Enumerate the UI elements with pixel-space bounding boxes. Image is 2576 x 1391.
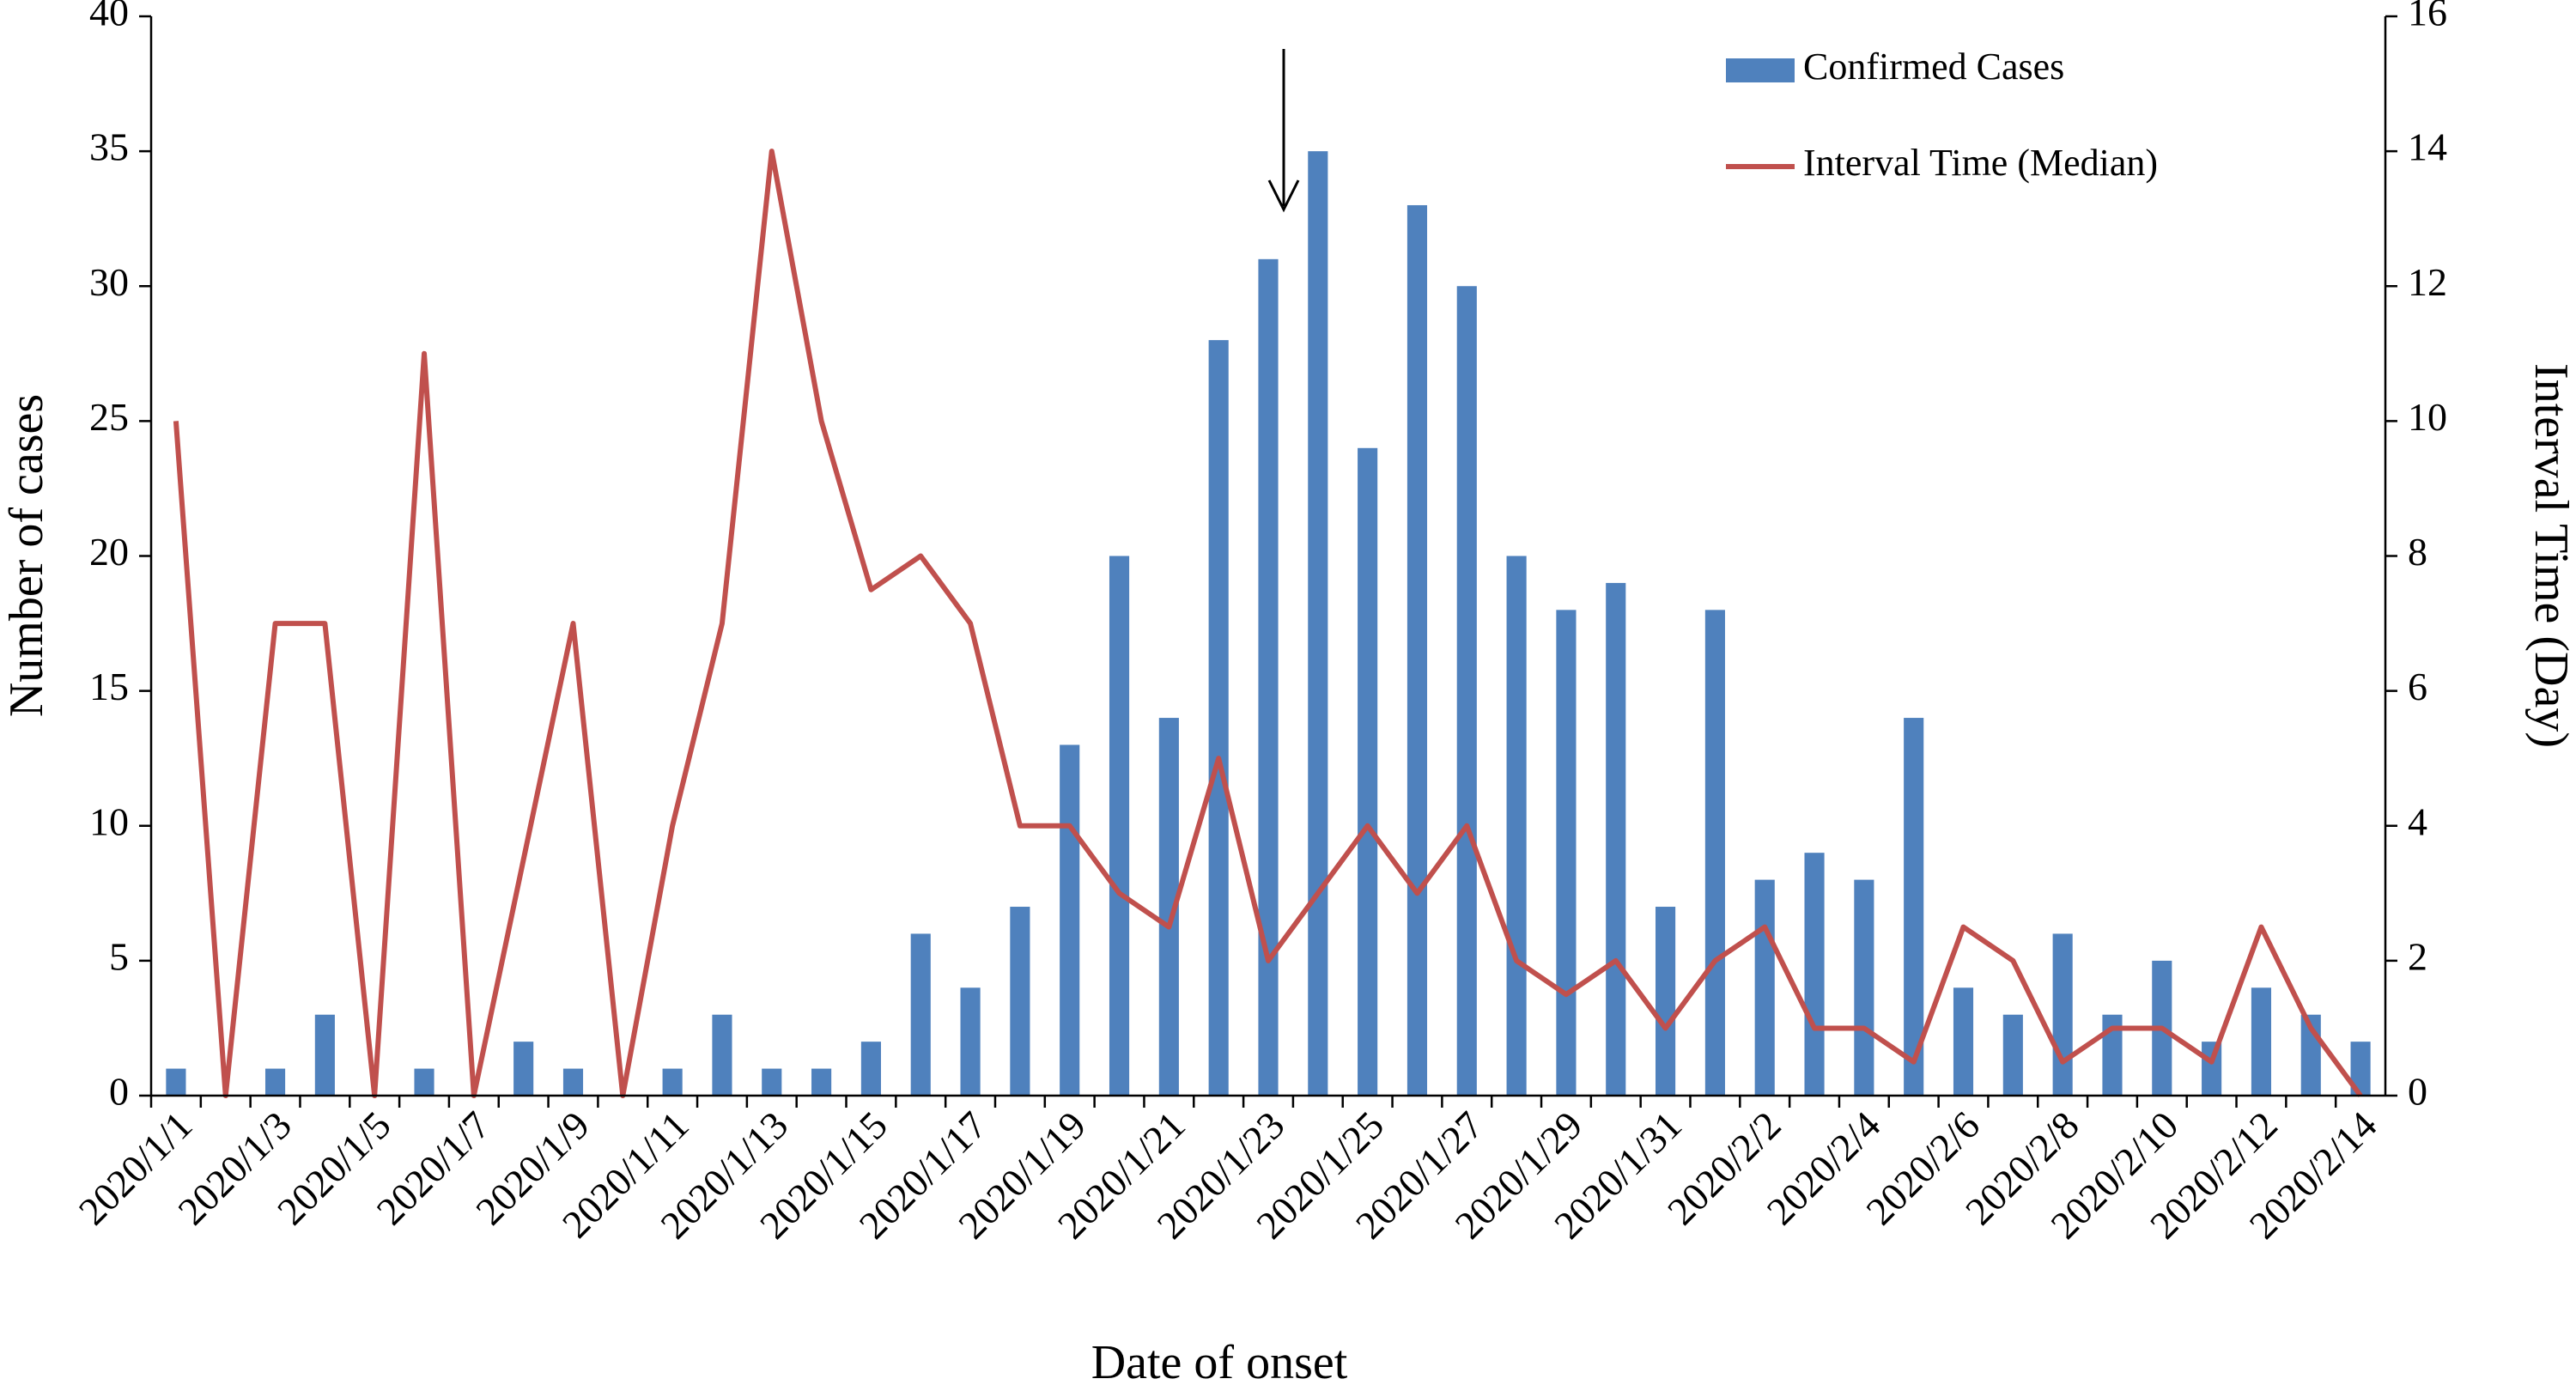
bar — [1158, 718, 1179, 1096]
y-tick-label: 5 — [109, 934, 129, 978]
annotation-arrow — [1267, 49, 1300, 213]
bar — [1804, 853, 1825, 1096]
bar — [1656, 907, 1676, 1096]
y-tick-label: 20 — [89, 530, 129, 574]
bar — [1704, 610, 1725, 1096]
bar — [960, 987, 981, 1096]
bar — [712, 1014, 732, 1096]
bar — [1060, 744, 1080, 1096]
bar — [1953, 987, 1974, 1096]
bar — [314, 1014, 335, 1096]
x-axis-title: Date of onset — [1091, 1336, 1348, 1389]
y2-axis-title: Interval Time (Day) — [2524, 363, 2576, 748]
bar — [513, 1042, 534, 1096]
y-tick-label: 25 — [89, 395, 129, 439]
y2-tick-label: 6 — [2408, 665, 2427, 708]
y-tick-label: 0 — [109, 1070, 129, 1114]
bar — [1208, 340, 1229, 1096]
bar — [2102, 1014, 2123, 1096]
bar — [1358, 447, 1378, 1096]
y2-tick-label: 4 — [2408, 799, 2427, 843]
bar — [1456, 286, 1477, 1096]
y-tick-label: 10 — [89, 799, 129, 843]
bar — [562, 1068, 584, 1096]
bar — [1506, 556, 1527, 1096]
bar — [1754, 879, 1775, 1096]
bar — [2002, 1014, 2023, 1096]
legend-label: Interval Time (Median) — [1803, 142, 2158, 184]
y-axis-title: Number of cases — [0, 394, 53, 717]
y2-tick-label: 0 — [2408, 1070, 2427, 1114]
y2-tick-label: 2 — [2408, 934, 2427, 978]
bar — [1904, 718, 1924, 1096]
bar — [1406, 204, 1428, 1096]
y2-tick-label: 10 — [2408, 395, 2447, 439]
y-tick-label: 15 — [89, 665, 129, 708]
bar — [414, 1068, 434, 1096]
y2-tick-label: 8 — [2408, 530, 2427, 574]
y2-tick-label: 16 — [2408, 0, 2447, 34]
y2-tick-label: 14 — [2408, 125, 2447, 169]
bar — [2251, 987, 2272, 1096]
bar — [1308, 151, 1328, 1096]
y-tick-label: 40 — [89, 0, 129, 34]
bar — [860, 1042, 881, 1096]
y-tick-label: 35 — [89, 125, 129, 169]
line-series — [173, 149, 2363, 1098]
legend-label: Confirmed Cases — [1803, 46, 2064, 88]
bar — [2052, 933, 2073, 1096]
bar — [1556, 610, 1577, 1096]
bar — [1854, 879, 1874, 1096]
bar — [1258, 258, 1279, 1096]
bar — [1109, 556, 1130, 1096]
bar — [1606, 582, 1626, 1096]
y-tick-label: 30 — [89, 260, 129, 304]
legend-swatch — [1726, 58, 1795, 82]
bar — [910, 933, 931, 1096]
bar — [166, 1068, 186, 1096]
bar — [264, 1068, 286, 1096]
y2-tick-label: 12 — [2408, 260, 2447, 304]
bar — [2350, 1042, 2371, 1096]
bar — [762, 1068, 782, 1096]
bar — [1010, 907, 1030, 1096]
bar — [811, 1068, 832, 1096]
bar — [662, 1068, 683, 1096]
